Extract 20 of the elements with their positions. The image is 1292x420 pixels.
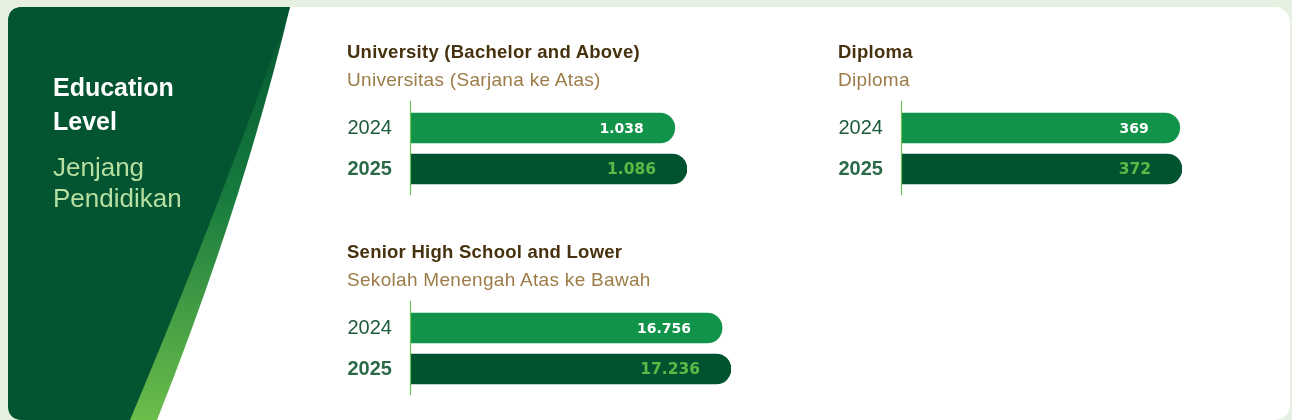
text: Jenjang Pendidikan: [53, 152, 183, 214]
data-label: 1.038: [599, 119, 644, 136]
chart-subtitle: Universitas (Sarjana ke Atas): [347, 69, 601, 91]
text: Education Level: [53, 72, 175, 137]
y-tick-label: 2025: [347, 156, 392, 179]
y-tick-label: 2024: [838, 115, 883, 138]
chart-subtitle: Sekolah Menengah Atas ke Bawah: [347, 269, 651, 291]
data-label: 369: [1119, 119, 1149, 136]
data-label: 1.086: [606, 160, 656, 179]
y-tick-label: 2024: [347, 115, 392, 138]
y-tick-label: 2024: [347, 315, 392, 338]
chart-title: Senior High School and Lower: [347, 241, 623, 263]
chart-title: University (Bachelor and Above): [347, 41, 640, 63]
y-tick-label: 2025: [838, 156, 883, 179]
y-tick-label: 2025: [347, 356, 392, 379]
chart-title: Diploma: [838, 41, 913, 63]
data-label: 372: [1118, 160, 1151, 179]
data-label: 17.236: [640, 360, 700, 379]
data-label: 16.756: [637, 319, 692, 336]
chart-subtitle: Diploma: [838, 69, 910, 91]
